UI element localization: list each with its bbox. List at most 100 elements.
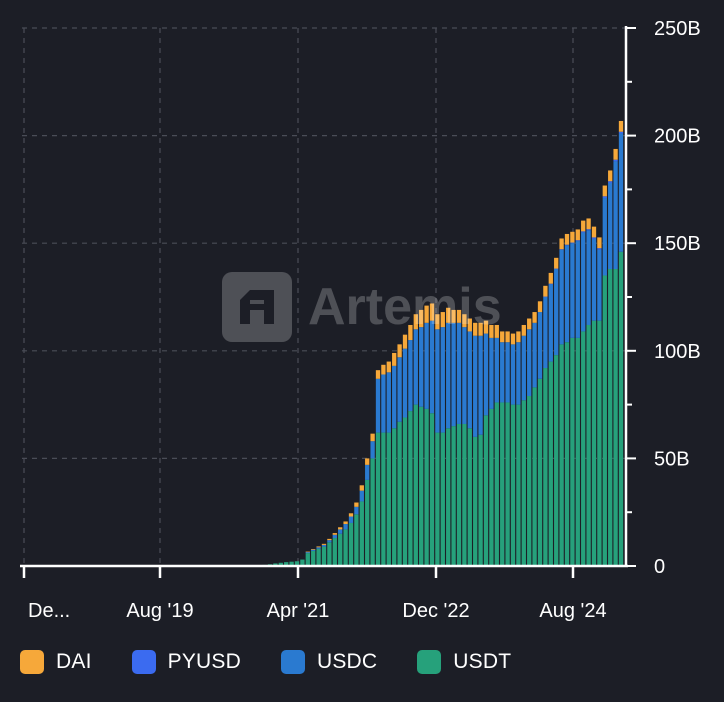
y-tick-label: 0 bbox=[654, 556, 665, 578]
bar-segment-usdc bbox=[348, 516, 354, 523]
bar-segment-usdc bbox=[311, 549, 316, 551]
bar-segment-usdc bbox=[473, 335, 478, 437]
bar-segment-usdt bbox=[284, 562, 289, 566]
bar-segment-dai bbox=[348, 513, 354, 517]
y-tick-label: 200B bbox=[654, 126, 701, 148]
legend: DAI PYUSD USDC USDT bbox=[20, 648, 551, 676]
bar-segment-usdt bbox=[419, 406, 424, 566]
bar-segment-usdt bbox=[521, 400, 526, 566]
bar-segment-usdt bbox=[440, 432, 445, 566]
bar-segment-usdt bbox=[392, 428, 397, 566]
bar-segment-usdt bbox=[473, 436, 478, 566]
bar-segment-usdc bbox=[327, 540, 332, 543]
legend-item-pyusd[interactable]: PYUSD bbox=[131, 650, 241, 674]
bar-segment-dai bbox=[381, 364, 386, 375]
bar-segment-dai bbox=[516, 331, 521, 343]
bar-segment-dai bbox=[365, 458, 370, 465]
bar-segment-usdc bbox=[532, 322, 537, 388]
bars-layer bbox=[262, 120, 624, 566]
bar-segment-usdt bbox=[532, 387, 537, 566]
x-tick-label: Aug '24 bbox=[539, 600, 606, 622]
bar-segment-usdt bbox=[311, 550, 316, 566]
bar-segment-usdc bbox=[581, 232, 586, 332]
bar-segment-dai bbox=[321, 543, 327, 545]
bar-segment-usdt bbox=[500, 402, 505, 566]
bar-segment-usdt bbox=[321, 546, 327, 566]
bar-segment-usdt bbox=[591, 320, 597, 566]
bar-segment-dai bbox=[354, 502, 359, 507]
bar-segment-usdc bbox=[440, 327, 445, 433]
bar-segment-usdt bbox=[581, 331, 586, 566]
bar-segment-dai bbox=[618, 120, 624, 132]
bar-segment-pyusd bbox=[575, 240, 580, 242]
bar-segment-usdt bbox=[386, 432, 391, 566]
bar-segment-usdt bbox=[289, 561, 294, 566]
bar-segment-dai bbox=[554, 257, 559, 269]
bar-segment-usdt bbox=[527, 395, 532, 566]
bar-segment-dai bbox=[429, 303, 435, 321]
bar-segment-dai bbox=[305, 551, 310, 553]
bar-segment-usdt bbox=[365, 479, 370, 566]
bar-segment-usdt bbox=[462, 423, 467, 566]
bar-segment-usdc bbox=[402, 348, 408, 418]
bar-segment-usdt bbox=[305, 553, 310, 566]
bar-segment-usdt bbox=[543, 368, 548, 566]
bar-segment-usdt bbox=[397, 421, 402, 566]
bar-segment-dai bbox=[316, 546, 321, 548]
bar-segment-dai bbox=[543, 285, 548, 297]
bar-segment-usdc bbox=[494, 337, 499, 403]
legend-item-usdc[interactable]: USDC bbox=[280, 650, 377, 674]
legend-swatch bbox=[131, 650, 156, 674]
bar-segment-usdc bbox=[375, 378, 381, 433]
bar-segment-dai bbox=[478, 322, 483, 336]
bar-segment-usdc bbox=[386, 372, 391, 433]
bar-segment-dai bbox=[532, 312, 537, 323]
bar-segment-usdt bbox=[413, 404, 418, 566]
bar-segment-usdc bbox=[618, 133, 624, 252]
bar-segment-usdc bbox=[505, 342, 510, 403]
axis-layer: 0 50B 100B 150B 200B 250B De... Aug '19 Apr '21 D… bbox=[20, 18, 701, 622]
legend-item-dai[interactable]: DAI bbox=[20, 650, 92, 674]
bar-segment-usdt bbox=[537, 378, 543, 566]
y-tick-label: 100B bbox=[654, 341, 701, 363]
bar-segment-usdt bbox=[446, 428, 451, 566]
bar-segment-dai bbox=[456, 309, 462, 323]
bar-segment-dai bbox=[419, 309, 424, 328]
bar-segment-usdc bbox=[543, 297, 548, 369]
bar-segment-usdt bbox=[338, 533, 343, 566]
legend-item-usdt[interactable]: USDT bbox=[417, 650, 511, 674]
bar-segment-usdc bbox=[462, 327, 467, 424]
bar-segment-usdc bbox=[489, 337, 494, 409]
bar-segment-usdc bbox=[608, 182, 613, 270]
bar-segment-usdc bbox=[343, 524, 348, 530]
bar-segment-usdt bbox=[343, 529, 348, 566]
bar-segment-usdt bbox=[375, 432, 381, 566]
bar-segment-pyusd bbox=[613, 159, 618, 162]
bar-segment-usdc bbox=[537, 312, 543, 379]
bar-segment-usdc bbox=[429, 320, 435, 414]
bar-segment-usdc bbox=[408, 340, 413, 412]
bar-segment-dai bbox=[473, 322, 478, 336]
bar-segment-usdc bbox=[613, 161, 618, 270]
bar-segment-dai bbox=[343, 521, 348, 525]
bar-segment-usdt bbox=[429, 413, 435, 566]
bar-segment-usdt bbox=[608, 269, 613, 566]
bar-segment-dai bbox=[500, 331, 505, 343]
bar-segment-usdt bbox=[451, 426, 456, 566]
bar-segment-usdt bbox=[402, 417, 408, 566]
bar-segment-dai bbox=[548, 272, 553, 284]
bar-segment-dai bbox=[392, 352, 397, 366]
y-tick-label: 250B bbox=[654, 18, 701, 40]
bar-segment-usdc bbox=[559, 249, 564, 345]
bar-segment-usdc bbox=[338, 529, 343, 534]
bar-segment-usdt bbox=[602, 275, 607, 566]
bar-segment-usdc bbox=[435, 329, 440, 433]
bar-segment-usdc bbox=[424, 322, 429, 409]
bar-segment-pyusd bbox=[543, 296, 548, 298]
bar-segment-usdc bbox=[548, 284, 553, 362]
bar-segment-usdt bbox=[354, 514, 359, 566]
x-tick-label: De... bbox=[28, 600, 70, 622]
bar-segment-usdt bbox=[370, 458, 375, 566]
